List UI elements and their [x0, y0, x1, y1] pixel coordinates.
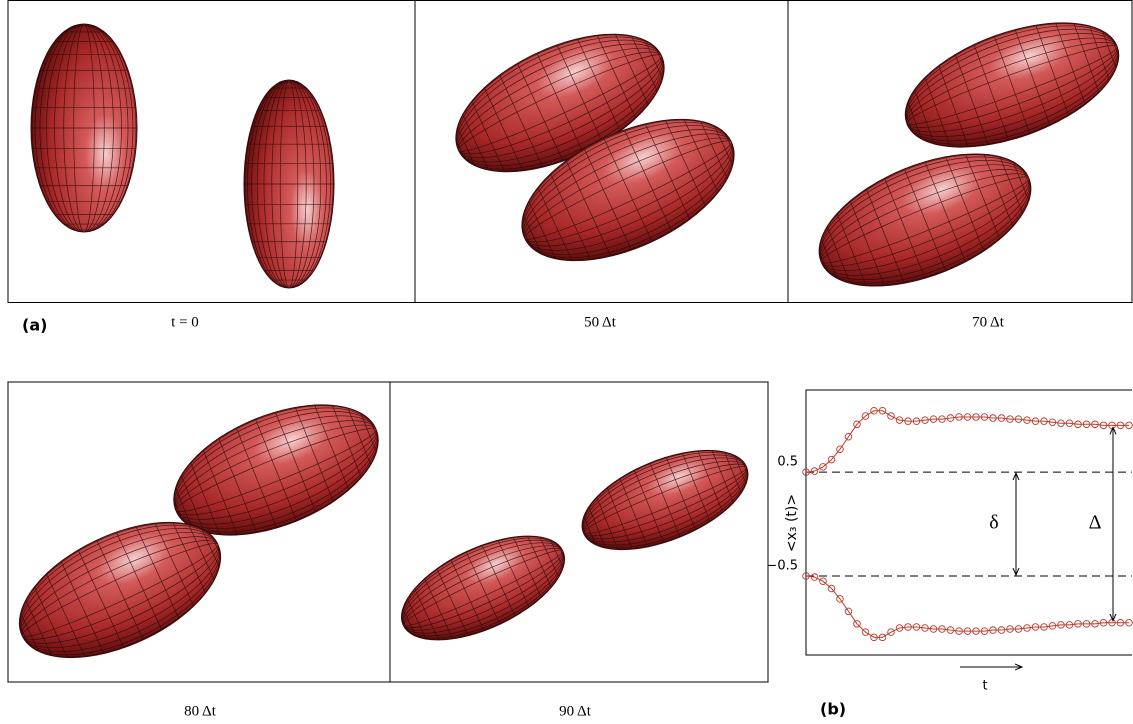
ellipsoid: [889, 0, 1133, 172]
x-axis-label: t: [982, 679, 987, 694]
ellipsoids: [0, 0, 1133, 685]
caption: t = 0: [171, 314, 199, 330]
annotation: Δ: [1089, 512, 1102, 534]
ellipsoid: [31, 24, 137, 232]
ellipsoid: [801, 127, 1050, 313]
plot: 0.5 −0.5 δ Δ: [766, 407, 1132, 640]
ellipsoid: [568, 430, 761, 570]
caption: 90 Δt: [559, 703, 592, 719]
panel-label: (a): [22, 316, 47, 335]
caption: 70 Δt: [972, 314, 1005, 330]
y-axis-label: <x₃ (t)>: [784, 494, 800, 552]
annotation: δ: [989, 512, 998, 534]
figure: (a) t = 0 50 Δt 70 Δt 80 Δt 90 Δt (b) <x…: [0, 0, 1133, 724]
caption: 80 Δt: [184, 703, 217, 719]
plot-frame: [806, 390, 1132, 655]
y-tick-label: 0.5: [777, 455, 798, 470]
ellipsoid: [386, 515, 579, 662]
panel-label: (b): [820, 700, 846, 719]
ellipsoid: [244, 80, 334, 288]
caption: 50 Δt: [584, 314, 617, 330]
y-tick-label: −0.5: [766, 559, 798, 574]
